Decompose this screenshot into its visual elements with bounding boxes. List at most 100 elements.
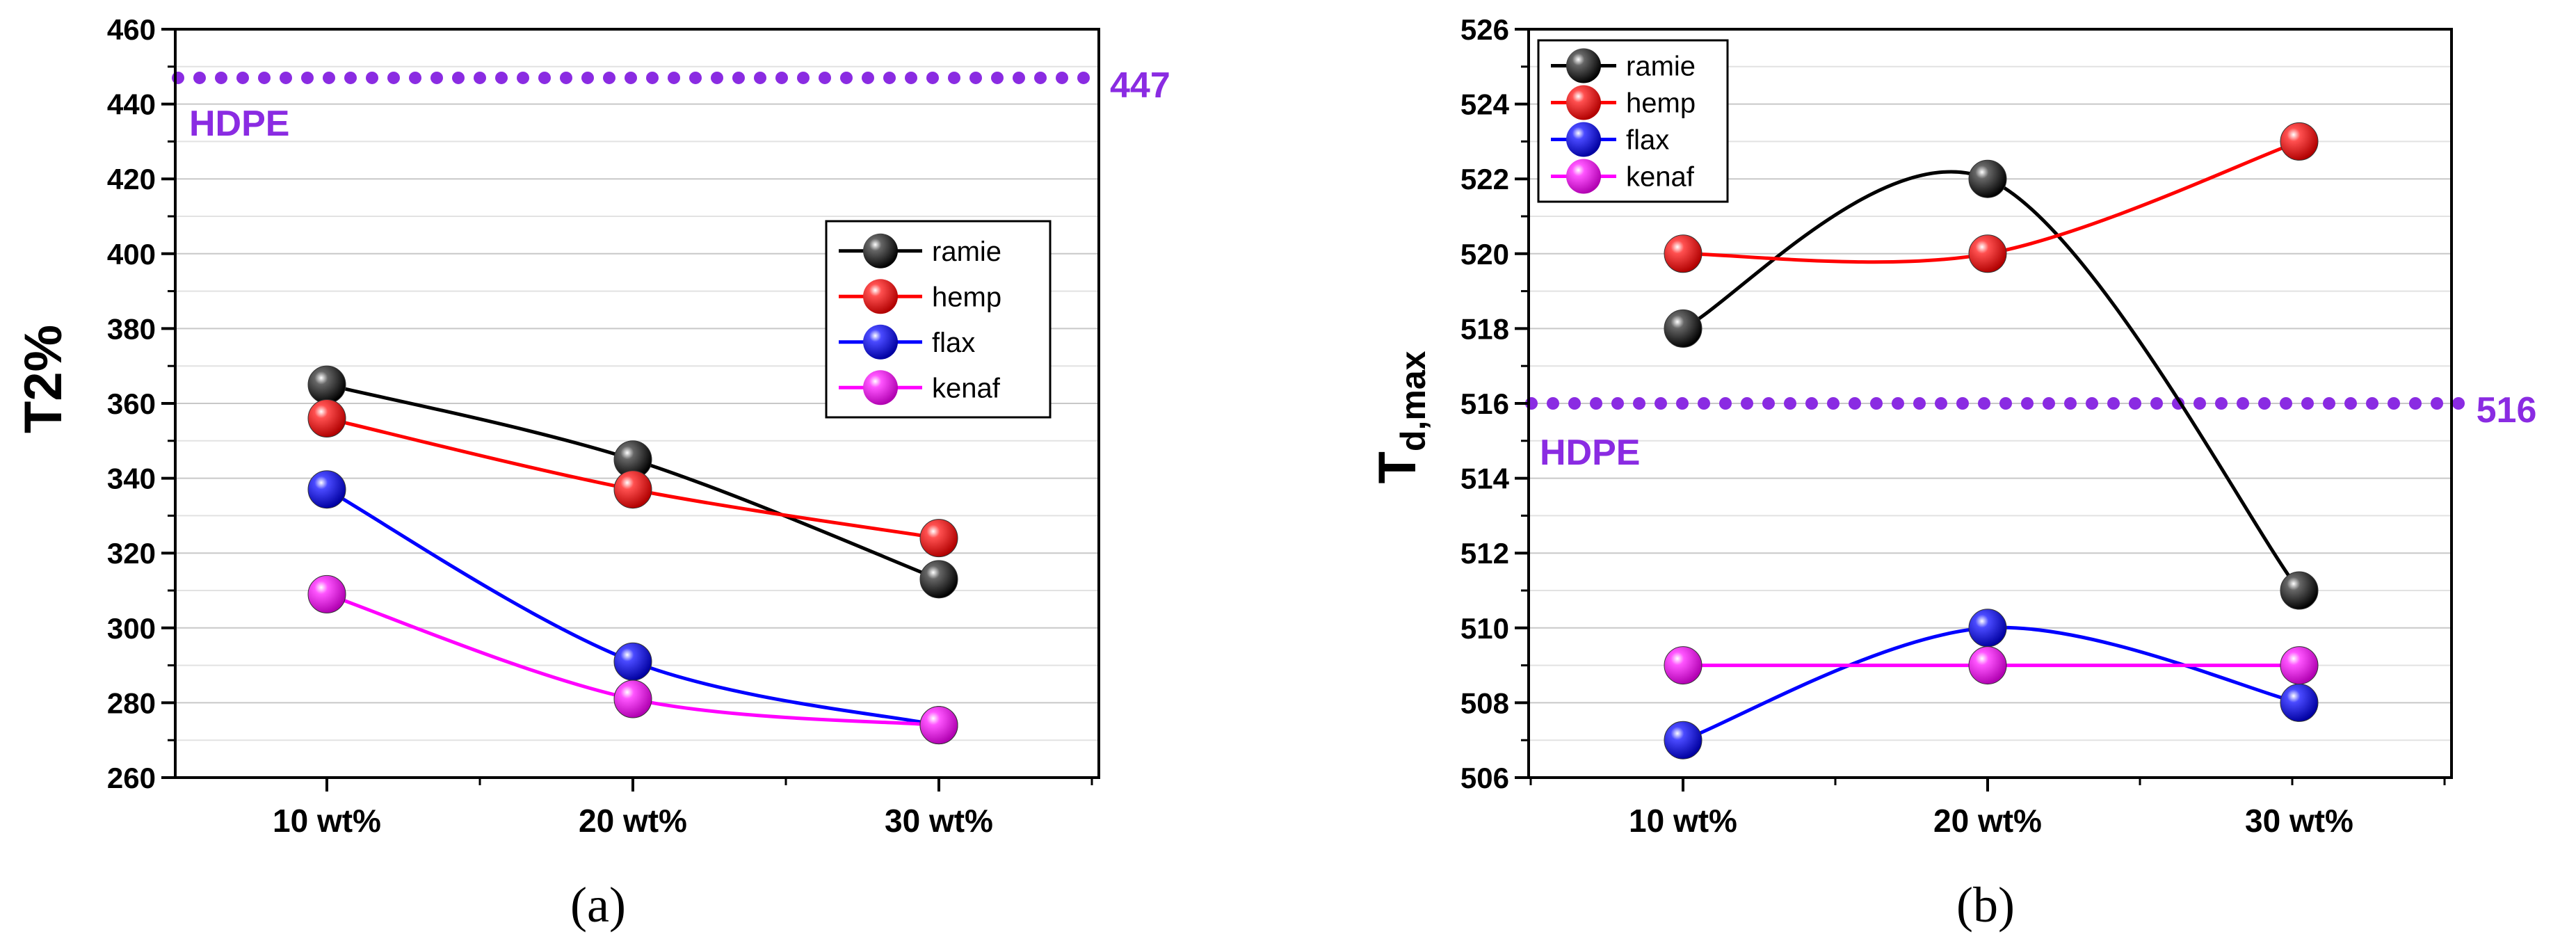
panel-a-hdpe-dot	[1077, 71, 1090, 84]
panel-b-hdpe-dot	[1827, 397, 1840, 410]
panel-a-hdpe-dot	[732, 71, 745, 84]
panel-b-point-kenaf	[1968, 646, 2007, 685]
panel-b-hdpe-dot	[1719, 397, 1732, 410]
panel-b-legend-label-ramie: ramie	[1626, 51, 1696, 82]
panel-a-x-tick-label: 20 wt%	[579, 803, 687, 839]
panel-a-point-kenaf	[613, 680, 652, 718]
panel-a-hdpe-dot	[1013, 71, 1025, 84]
panel-a-hdpe-dot	[366, 71, 378, 84]
panel-a-hdpe-dot	[689, 71, 702, 84]
panel-b-hdpe-dot	[2301, 397, 2314, 410]
panel-b-hdpe-reference	[1525, 397, 2465, 410]
panel-a-y-tick-label: 380	[107, 312, 156, 345]
panel-b-point-kenaf	[1664, 646, 1702, 685]
panel-b-y-tick-label: 518	[1460, 312, 1509, 345]
panel-a-hdpe-dot	[991, 71, 1004, 84]
panel-b-hdpe-dot	[1805, 397, 1818, 410]
panel-b-point-flax	[1968, 609, 2007, 648]
panel-a-hdpe-dot	[495, 71, 508, 84]
panel-a-y-tick-label: 340	[107, 463, 156, 495]
panel-b-hdpe-dot	[1655, 397, 1667, 410]
panel-a-point-ramie	[919, 560, 958, 599]
panel-a-y-tick-label: 300	[107, 612, 156, 645]
panel-a-hdpe-dot	[603, 71, 615, 84]
panel-b-legend-label-kenaf: kenaf	[1626, 162, 1695, 193]
panel-b-hdpe-dot	[1741, 397, 1753, 410]
panel-b-hdpe-dot	[2150, 397, 2163, 410]
panel-a-point-ramie	[307, 365, 346, 404]
panel-b-chart: 506 508 510 512 514 516 518 520 522 524 526 10 wt% 2…	[1368, 13, 2536, 933]
panel-b-y-tick-label: 512	[1460, 537, 1509, 570]
panel-b-point-ramie	[1664, 309, 1702, 348]
panel-a-hdpe-dot	[905, 71, 917, 84]
panel-b-y-axis-title-main: T	[1368, 451, 1427, 483]
panel-a-hdpe-dot	[193, 71, 206, 84]
panel-b-hdpe-dot	[2043, 397, 2055, 410]
panel-b-legend-marker-flax	[1566, 122, 1601, 157]
panel-b-y-tick-label: 524	[1460, 88, 1510, 121]
panel-b-y-tick-label: 526	[1460, 13, 1509, 46]
panel-a-hdpe-dot	[1056, 71, 1068, 84]
panel-a-hdpe-dot	[452, 71, 465, 84]
panel-a-hdpe-dot	[646, 71, 659, 84]
panel-b-hdpe-dot	[1892, 397, 1904, 410]
panel-a-hdpe-dot	[538, 71, 551, 84]
panel-a-hdpe-dot	[581, 71, 594, 84]
panel-a-hdpe-dot	[883, 71, 896, 84]
panel-a-point-hemp	[919, 519, 958, 558]
panel-b-point-flax	[2280, 683, 2319, 722]
panel-b-point-hemp	[1968, 234, 2007, 273]
panel-a-hdpe-dot	[926, 71, 939, 84]
panel-a-y-tick-label: 360	[107, 387, 156, 420]
panel-a-legend-label-ramie: ramie	[932, 236, 1001, 267]
panel-b-y-tick-label: 506	[1460, 762, 1509, 794]
panel-b-hdpe-dot	[1913, 397, 1926, 410]
panel-a-y-tick-label: 440	[107, 88, 156, 121]
panel-a-y-tick-label: 460	[107, 13, 156, 46]
panel-a-legend-label-flax: flax	[932, 328, 975, 358]
panel-b-legend: ramie hemp flax kenaf	[1537, 39, 1729, 203]
panel-a-legend-label-hemp: hemp	[932, 282, 1001, 312]
panel-a-hdpe-dot	[172, 71, 184, 84]
panel-a-hdpe-dot	[517, 71, 529, 84]
panel-a-hdpe-dot	[711, 71, 723, 84]
panel-b-ticks: 506 508 510 512 514 516 518 520 522 524 526 10 wt% 2…	[1460, 13, 2446, 839]
panel-a-hdpe-dot	[280, 71, 292, 84]
panel-b-hdpe-dot	[1978, 397, 1990, 410]
panel-b-hdpe-dot	[1698, 397, 1710, 410]
panel-b-y-axis-title: Td,max	[1368, 351, 1433, 483]
panel-a-y-axis-title: T2%	[14, 325, 73, 433]
panel-b-hdpe-dot	[1935, 397, 1947, 410]
panel-b-point-kenaf	[2280, 646, 2319, 685]
panel-a-y-tick-label: 320	[107, 537, 156, 570]
panel-b-hdpe-dot	[1547, 397, 1559, 410]
panel-a-hdpe-dot	[236, 71, 249, 84]
panel-b-x-tick-label: 30 wt%	[2245, 803, 2353, 839]
panel-b-hdpe-value-label: 516	[2477, 390, 2537, 431]
panel-b-legend-marker-ramie	[1566, 48, 1601, 83]
panel-b-point-hemp	[1664, 234, 1702, 273]
panel-b-hdpe-dot	[2344, 397, 2357, 410]
panel-b-y-tick-label: 514	[1460, 463, 1510, 495]
panel-b-point-hemp	[2280, 122, 2319, 161]
panel-a-hdpe-dot	[301, 71, 314, 84]
panel-a-legend: ramie hemp flax kenaf	[825, 220, 1052, 419]
panel-b-y-tick-label: 520	[1460, 238, 1509, 271]
panel-b-point-ramie	[1968, 159, 2007, 198]
panel-a-point-flax	[613, 642, 652, 681]
panel-b-legend-marker-kenaf	[1566, 159, 1601, 194]
panel-b-hdpe-dot	[1611, 397, 1624, 410]
panel-a-y-tick-label: 260	[107, 762, 156, 794]
panel-a-label: (a)	[570, 877, 626, 933]
panel-a-hdpe-dot	[409, 71, 421, 84]
panel-a-hdpe-dot	[430, 71, 443, 84]
panel-a-x-tick-label: 10 wt%	[273, 803, 381, 839]
panel-a-hdpe-label: HDPE	[189, 104, 289, 144]
panel-b-hdpe-dot	[2129, 397, 2141, 410]
panel-b-legend-label-hemp: hemp	[1626, 88, 1696, 119]
panel-a-hdpe-dot	[754, 71, 766, 84]
panel-b-y-tick-label: 516	[1460, 387, 1509, 420]
panel-a-hdpe-dot	[323, 71, 335, 84]
panel-a-legend-label-kenaf: kenaf	[932, 373, 1001, 403]
